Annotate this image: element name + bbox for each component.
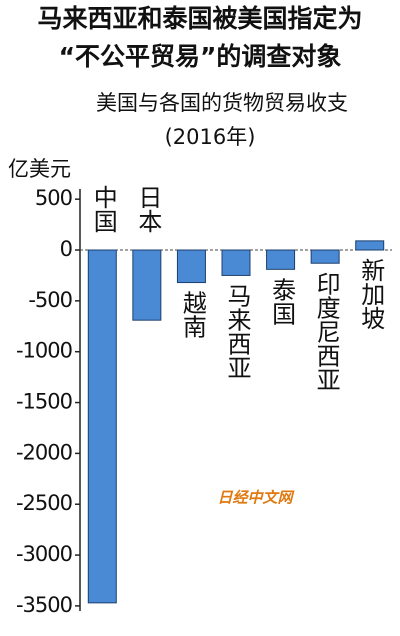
y-tick-label: 500 [35, 186, 72, 210]
y-tick-label: -3000 [16, 542, 72, 566]
bar [176, 249, 206, 284]
category-label: 越南 [178, 291, 206, 339]
y-tick-label: -2500 [16, 491, 72, 515]
y-tick-label: -500 [28, 288, 72, 312]
chart-title: 马来西亚和泰国被美国指定为 [37, 4, 362, 33]
category-label: 泰国 [268, 277, 296, 325]
y-axis-label: 亿美元 [8, 157, 71, 181]
chart-title: “不公平贸易”的调查对象 [59, 42, 342, 71]
bar [266, 249, 296, 270]
watermark: 日经中文网 [217, 489, 295, 507]
category-label: 马来西亚 [223, 283, 251, 379]
category-label: 中国 [89, 185, 117, 233]
chart-subtitle: (2016年) [165, 125, 256, 149]
bar [87, 249, 117, 604]
y-tick-label: 0 [60, 237, 72, 261]
y-tick-label: -3500 [16, 593, 72, 617]
y-tick-label: -2000 [16, 440, 72, 464]
chart-subtitle: 美国与各国的货物贸易收支 [96, 91, 348, 115]
y-tick-label: -1000 [16, 339, 72, 363]
bar [355, 240, 385, 251]
bar [132, 249, 162, 321]
category-label: 新加坡 [357, 258, 385, 330]
y-tick-label: -1500 [16, 390, 72, 414]
category-label: 日本 [134, 185, 162, 233]
category-label: 印度尼西亚 [312, 271, 340, 391]
bar [221, 249, 251, 276]
bar [310, 249, 340, 264]
